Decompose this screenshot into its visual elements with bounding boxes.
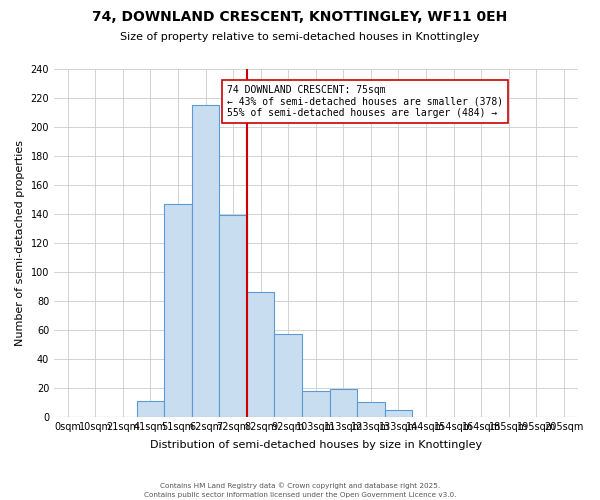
Bar [247, 292, 274, 417]
Bar [302, 390, 329, 417]
Bar [274, 334, 302, 417]
Bar [137, 401, 164, 417]
Bar [329, 390, 357, 417]
X-axis label: Distribution of semi-detached houses by size in Knottingley: Distribution of semi-detached houses by … [150, 440, 482, 450]
Bar [164, 204, 192, 417]
Bar [220, 216, 247, 417]
Text: Contains HM Land Registry data © Crown copyright and database right 2025.
Contai: Contains HM Land Registry data © Crown c… [144, 482, 456, 498]
Text: 74 DOWNLAND CRESCENT: 75sqm
← 43% of semi-detached houses are smaller (378)
55% : 74 DOWNLAND CRESCENT: 75sqm ← 43% of sem… [227, 84, 503, 118]
Y-axis label: Number of semi-detached properties: Number of semi-detached properties [15, 140, 25, 346]
Bar [357, 402, 385, 417]
Text: Size of property relative to semi-detached houses in Knottingley: Size of property relative to semi-detach… [121, 32, 479, 42]
Text: 74, DOWNLAND CRESCENT, KNOTTINGLEY, WF11 0EH: 74, DOWNLAND CRESCENT, KNOTTINGLEY, WF11… [92, 10, 508, 24]
Bar [385, 410, 412, 417]
Bar [192, 105, 220, 417]
